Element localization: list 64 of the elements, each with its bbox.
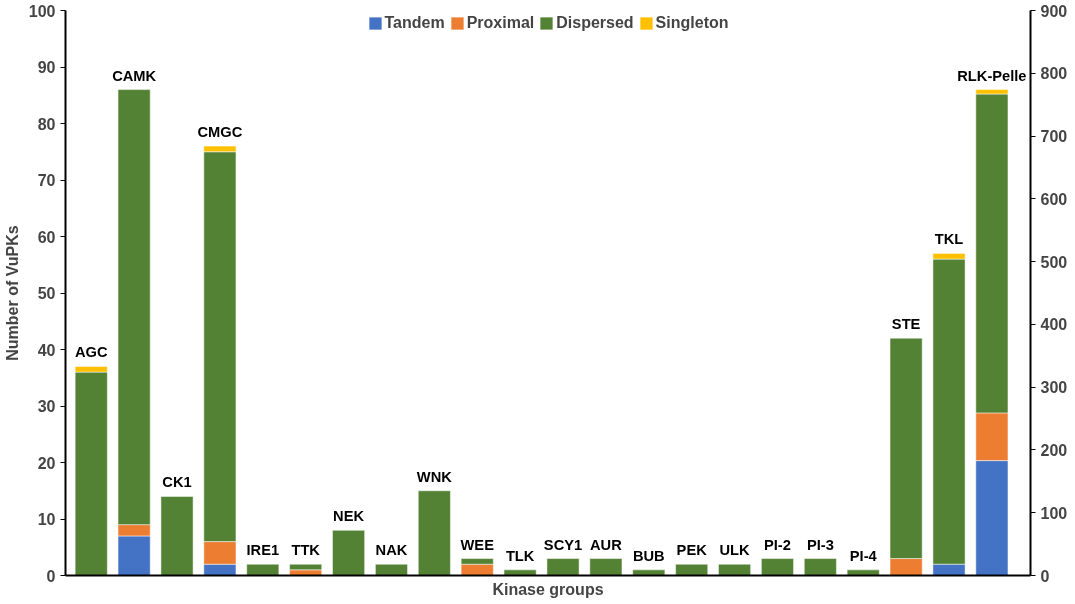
x-axis-title: Kinase groups bbox=[492, 580, 604, 598]
x-tick-label: WEE bbox=[460, 536, 495, 553]
y2-tick-label: 400 bbox=[1040, 316, 1068, 334]
y2-tick-label: 600 bbox=[1040, 190, 1068, 208]
x-tick-label: NAK bbox=[375, 542, 408, 559]
x-tick-label: PI-2 bbox=[764, 536, 791, 553]
y2-tick-label: 300 bbox=[1040, 379, 1068, 397]
bar bbox=[160, 496, 194, 576]
x-tick-label: PI-4 bbox=[849, 547, 878, 564]
y-tick-label: 10 bbox=[37, 511, 56, 528]
x-tick-label: STE bbox=[891, 316, 921, 333]
y-tick-label: 80 bbox=[37, 115, 56, 133]
bar bbox=[289, 563, 323, 571]
y-tick-label: 60 bbox=[37, 228, 56, 246]
bar bbox=[546, 558, 580, 576]
x-tick-label: PI-3 bbox=[806, 536, 834, 553]
bar bbox=[804, 558, 837, 576]
y-tick-label: 50 bbox=[37, 285, 56, 302]
bar bbox=[846, 569, 880, 576]
y2-tick-label: 100 bbox=[1040, 504, 1068, 522]
y-tick-label: 30 bbox=[37, 398, 56, 415]
y-tick-label: 40 bbox=[37, 341, 56, 359]
bar bbox=[503, 569, 537, 576]
y2-tick-label: 0 bbox=[1040, 567, 1050, 585]
bar bbox=[332, 530, 365, 576]
bar bbox=[718, 563, 751, 576]
bar bbox=[589, 558, 623, 576]
y2-tick-label: 200 bbox=[1040, 441, 1068, 459]
legend-label: Dispersed bbox=[556, 14, 634, 32]
y-tick-label: 100 bbox=[28, 2, 56, 20]
legend-label: Proximal bbox=[466, 14, 535, 32]
y2-tick-label: 500 bbox=[1040, 253, 1068, 271]
y-axis-title: Number of VuPKs bbox=[3, 225, 21, 361]
x-tick-label: BUB bbox=[632, 547, 665, 564]
x-tick-label: TTK bbox=[291, 542, 321, 559]
bar bbox=[246, 563, 280, 576]
legend-label: Singleton bbox=[655, 14, 729, 32]
bar bbox=[675, 563, 709, 576]
bar bbox=[761, 558, 794, 576]
y-tick-label: 0 bbox=[46, 567, 56, 585]
x-tick-label: WNK bbox=[416, 468, 453, 485]
x-tick-label: NEK bbox=[333, 508, 365, 525]
legend-label: Tandem bbox=[384, 14, 445, 32]
x-tick-label: CAMK bbox=[112, 67, 157, 84]
y-tick-label: 70 bbox=[37, 172, 56, 189]
x-tick-label: RLK-Pelle bbox=[957, 67, 1027, 84]
y-tick-label: 90 bbox=[37, 59, 56, 76]
x-tick-label: AUR bbox=[590, 536, 623, 553]
x-tick-label: SCY1 bbox=[543, 536, 583, 553]
bar bbox=[418, 490, 451, 576]
y2-tick-label: 900 bbox=[1040, 2, 1068, 20]
y2-tick-label: 700 bbox=[1040, 128, 1068, 146]
y2-tick-label: 800 bbox=[1040, 65, 1068, 83]
x-tick-label: AGC bbox=[74, 344, 108, 361]
x-tick-label: ULK bbox=[719, 542, 751, 559]
x-tick-label: TLK bbox=[505, 547, 535, 564]
y-tick-label: 20 bbox=[37, 454, 56, 472]
x-tick-label: CMGC bbox=[197, 124, 243, 141]
x-tick-label: IRE1 bbox=[246, 542, 280, 559]
x-tick-label: CK1 bbox=[162, 474, 192, 491]
x-tick-label: PEK bbox=[676, 542, 708, 559]
bar bbox=[375, 563, 408, 576]
x-tick-label: TKL bbox=[934, 231, 964, 248]
bar bbox=[632, 569, 666, 576]
